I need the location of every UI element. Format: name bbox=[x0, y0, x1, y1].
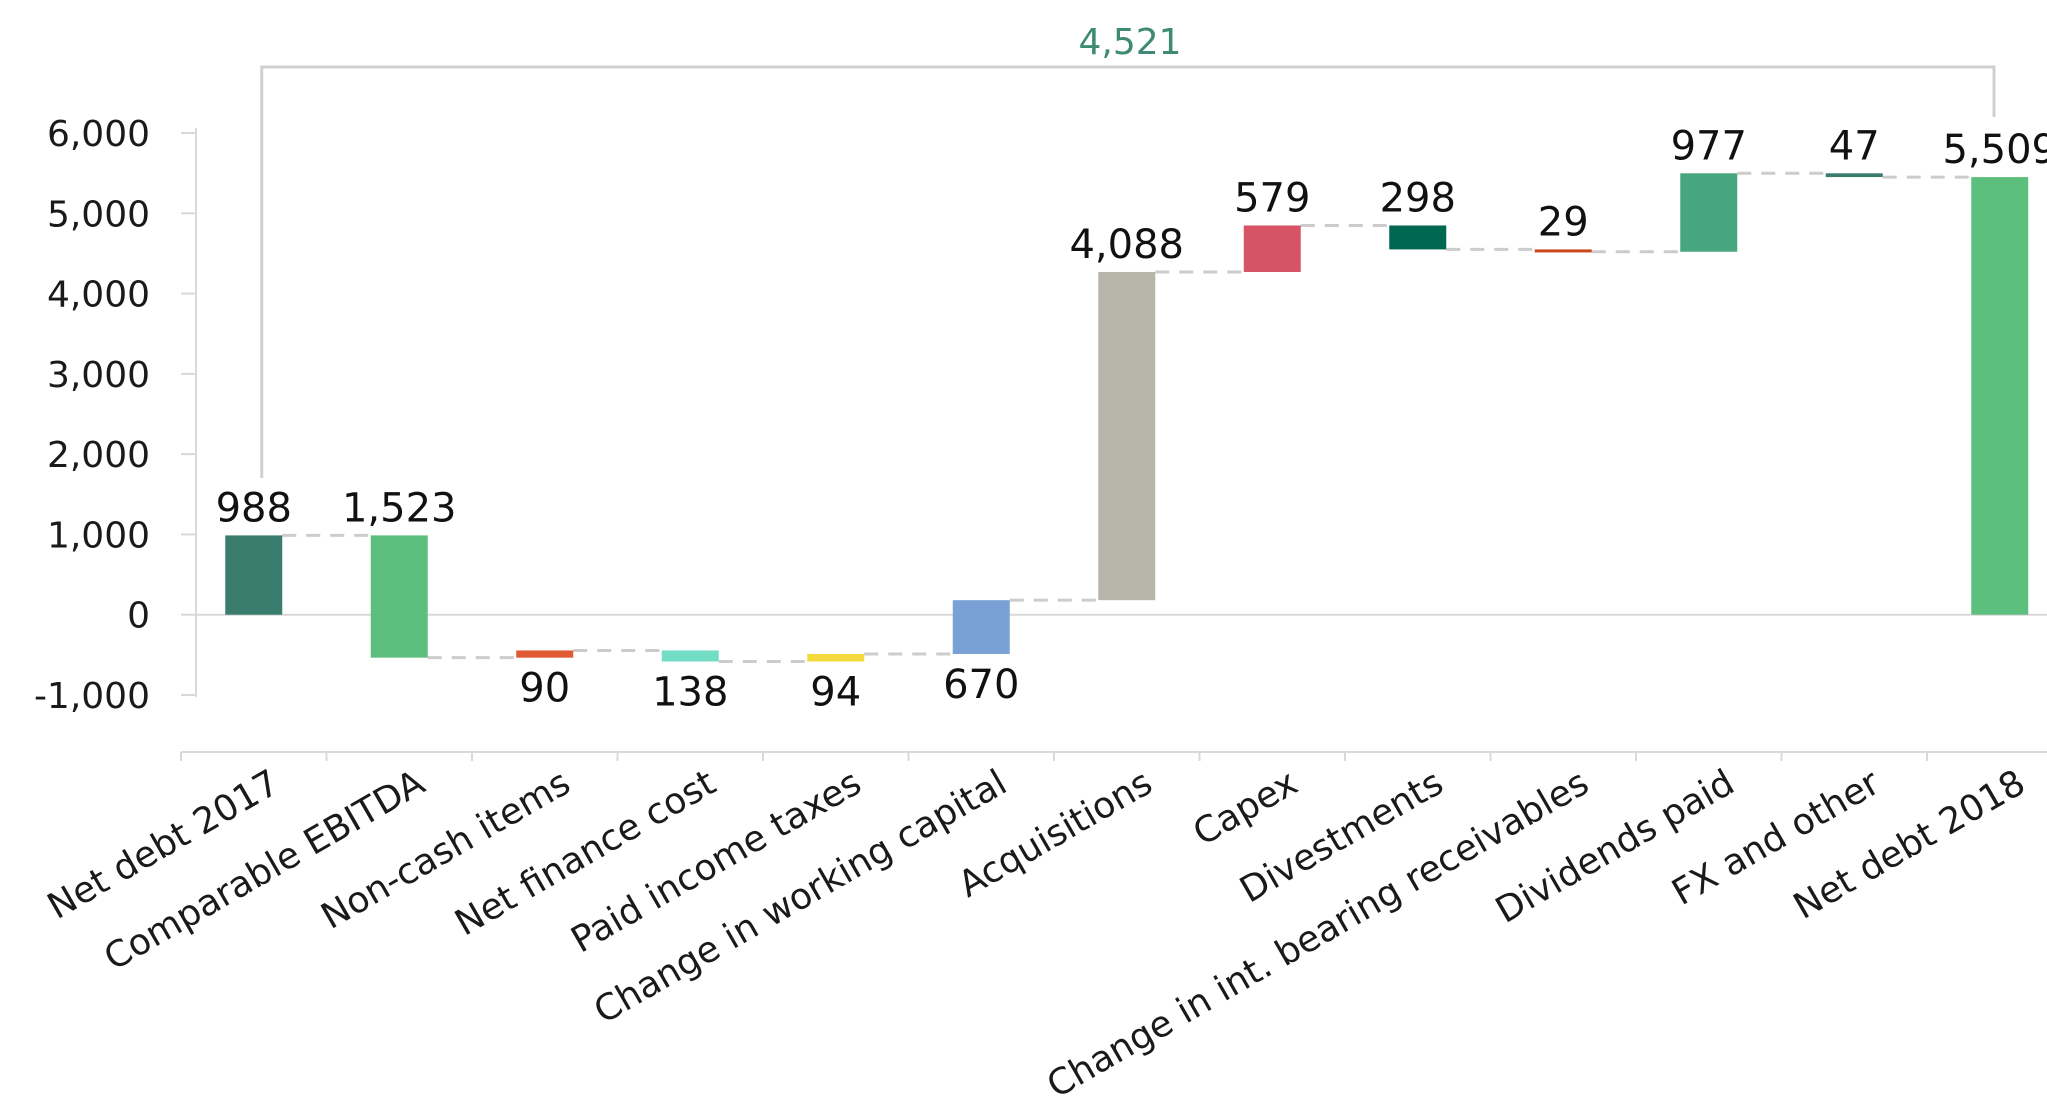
data-label: 94 bbox=[810, 670, 861, 716]
data-label: 298 bbox=[1380, 175, 1456, 221]
y-tick-label: 5,000 bbox=[47, 194, 150, 235]
waterfall-bar bbox=[225, 535, 283, 615]
waterfall-bar bbox=[516, 650, 574, 658]
data-label: 29 bbox=[1538, 199, 1589, 245]
data-label: 47 bbox=[1829, 123, 1880, 169]
data-label: 5,509 bbox=[1942, 127, 2047, 173]
x-category-label: Dividends paid bbox=[1489, 762, 1741, 931]
total-change-bracket bbox=[260, 65, 1996, 478]
waterfall-bar bbox=[1825, 173, 1883, 178]
waterfall-bar bbox=[1680, 173, 1738, 252]
waterfall-bar bbox=[661, 650, 719, 662]
x-category-label: Capex bbox=[1186, 762, 1304, 854]
total-change-label: 4,521 bbox=[1078, 22, 1181, 63]
data-label: 988 bbox=[216, 485, 292, 531]
data-label: 138 bbox=[652, 670, 728, 716]
waterfall-bar bbox=[952, 600, 1010, 654]
y-tick-label: 2,000 bbox=[47, 435, 150, 476]
x-category-label: Non-cash items bbox=[314, 762, 577, 937]
data-label: 670 bbox=[943, 662, 1019, 708]
y-tick-label: 1,000 bbox=[47, 515, 150, 556]
waterfall-bar bbox=[370, 535, 428, 658]
y-tick-label: 4,000 bbox=[47, 275, 150, 316]
y-tick-label: 3,000 bbox=[47, 355, 150, 396]
waterfall-bar bbox=[1389, 225, 1447, 250]
y-tick-label: 0 bbox=[127, 596, 150, 637]
data-label: 1,523 bbox=[342, 485, 457, 531]
waterfall-bar bbox=[1971, 177, 2029, 615]
waterfall-bar bbox=[1098, 271, 1156, 601]
waterfall-bar bbox=[1243, 225, 1301, 272]
data-label: 90 bbox=[519, 666, 570, 712]
data-label: 4,088 bbox=[1069, 222, 1184, 268]
y-tick-label: -1,000 bbox=[34, 676, 150, 717]
waterfall-bar bbox=[1534, 249, 1592, 253]
data-label: 977 bbox=[1671, 123, 1747, 169]
y-tick-label: 6,000 bbox=[47, 114, 150, 155]
data-label: 579 bbox=[1234, 175, 1310, 221]
waterfall-bar bbox=[807, 653, 865, 662]
